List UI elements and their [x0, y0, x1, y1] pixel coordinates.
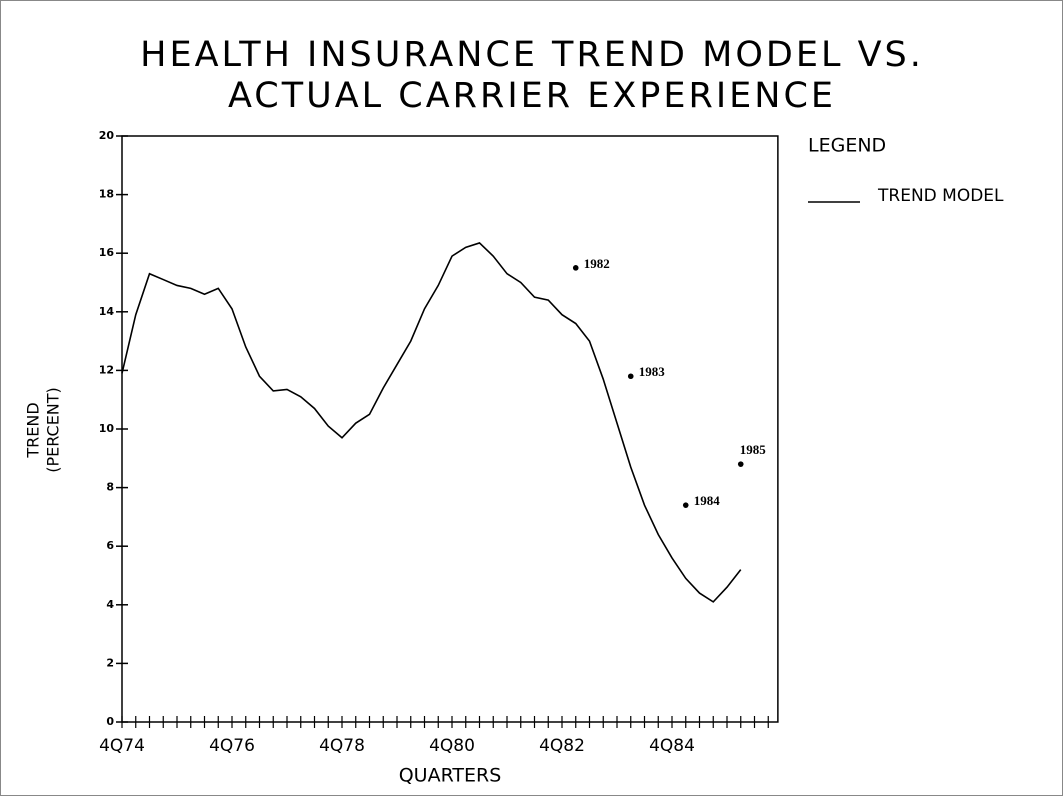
y-tick-label: 18 — [99, 188, 114, 201]
data-point — [682, 502, 689, 508]
x-tick-label: 4Q84 — [649, 736, 695, 756]
y-tick-label: 14 — [99, 305, 115, 318]
y-tick-label: 12 — [99, 363, 114, 376]
y-tick-label: 4 — [106, 598, 114, 611]
x-tick-label: 4Q78 — [319, 736, 365, 756]
data-point — [572, 265, 579, 271]
point-label: 1984 — [694, 493, 721, 508]
point-label: 1985 — [740, 442, 767, 457]
y-tick-label: 16 — [99, 246, 115, 259]
x-tick-label: 4Q76 — [209, 736, 255, 756]
legend-title: LEGEND — [808, 135, 886, 157]
y-tick-label: 0 — [106, 715, 114, 728]
y-tick-label: 8 — [106, 481, 114, 494]
chart-title: HEALTH INSURANCE TREND MODEL VS. — [140, 35, 924, 75]
legend-label: TREND MODEL — [877, 186, 1004, 206]
x-tick-label: 4Q82 — [539, 736, 585, 756]
y-tick-label: 20 — [99, 129, 115, 142]
y-tick-label: 2 — [106, 656, 114, 669]
point-label: 1983 — [639, 364, 666, 379]
chart-title: ACTUAL CARRIER EXPERIENCE — [228, 76, 836, 116]
x-axis-label: QUARTERS — [399, 765, 502, 787]
point-label: 1982 — [584, 256, 610, 271]
data-point — [737, 461, 744, 467]
x-tick-label: 4Q80 — [429, 736, 475, 756]
trend-line — [121, 242, 742, 603]
data-point — [627, 373, 634, 380]
y-axis-label: (PERCENT) — [44, 387, 63, 473]
plot-frame — [121, 135, 779, 723]
y-tick-label: 10 — [99, 422, 115, 435]
y-axis-label: TREND — [24, 402, 43, 458]
y-tick-label: 6 — [106, 539, 114, 552]
x-tick-label: 4Q74 — [99, 736, 145, 756]
